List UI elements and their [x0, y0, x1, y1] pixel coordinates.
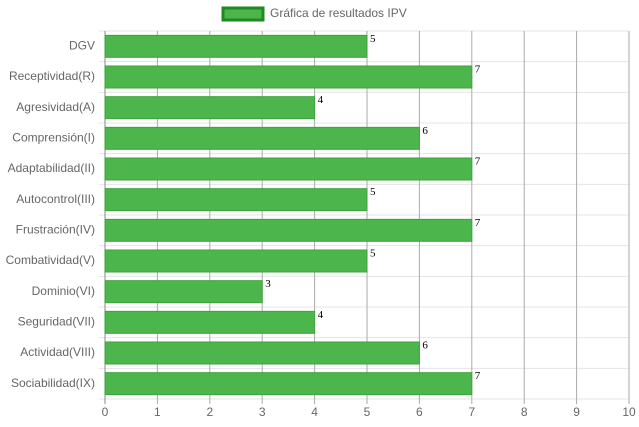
y-tick-label: Comprensión(I)	[12, 131, 95, 145]
x-tick-label: 3	[259, 405, 266, 419]
bar	[104, 249, 368, 273]
bar	[104, 188, 368, 212]
value-label: 7	[475, 64, 481, 76]
bar	[104, 341, 420, 365]
y-tick-label: Dominio(VI)	[32, 284, 95, 298]
value-label: 3	[265, 278, 271, 290]
x-tick-label: 8	[521, 405, 528, 419]
x-tick-label: 2	[206, 405, 213, 419]
value-label: 6	[422, 125, 428, 137]
value-label: 5	[370, 33, 376, 45]
y-tick-label: Adaptabilidad(II)	[8, 161, 95, 175]
x-tick-label: 0	[102, 405, 109, 419]
bar	[104, 126, 420, 150]
x-tick-label: 9	[573, 405, 580, 419]
x-tick-label: 7	[468, 405, 475, 419]
bar	[104, 310, 316, 334]
y-tick-label: Frustración(IV)	[16, 223, 95, 237]
legend-label: Gráfica de resultados IPV	[270, 6, 407, 20]
y-tick-label: Autocontrol(III)	[16, 192, 95, 206]
value-label: 5	[370, 186, 376, 198]
y-tick-label: DGV	[69, 39, 95, 53]
bar	[104, 218, 473, 242]
y-tick-label: Agresividad(A)	[16, 100, 95, 114]
bar	[104, 157, 473, 181]
legend-swatch	[221, 6, 265, 22]
x-tick-label: 4	[311, 405, 318, 419]
x-tick-label: 5	[364, 405, 371, 419]
value-label: 7	[475, 370, 481, 382]
value-label: 4	[318, 309, 324, 321]
bar	[104, 34, 368, 58]
value-label: 6	[422, 340, 428, 352]
y-tick-label: Sociabilidad(IX)	[11, 376, 95, 390]
y-tick-label: Receptividad(R)	[9, 69, 95, 83]
bar	[104, 372, 473, 396]
y-tick-label: Seguridad(VII)	[18, 315, 95, 329]
value-label: 7	[475, 156, 481, 168]
bar	[104, 65, 473, 89]
y-tick-label: Combatividad(V)	[6, 253, 95, 267]
y-tick-label: Actividad(VIII)	[20, 345, 95, 359]
value-label: 4	[318, 94, 324, 106]
bar	[104, 280, 263, 304]
x-tick-label: 1	[154, 405, 161, 419]
value-label: 5	[370, 248, 376, 260]
x-tick-label: 6	[416, 405, 423, 419]
x-tick-label: 10	[622, 405, 636, 419]
bar	[104, 96, 316, 120]
value-label: 7	[475, 217, 481, 229]
